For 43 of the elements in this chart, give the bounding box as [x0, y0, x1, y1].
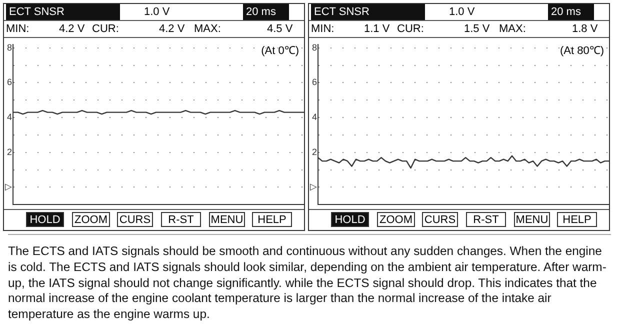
text: 20 ms [548, 4, 594, 20]
text: 1.1 V [364, 22, 390, 37]
annotation: (At 0℃) [261, 44, 299, 57]
y-tick-label: ▷ [310, 182, 317, 192]
text: MIN: [6, 22, 30, 37]
text: MENU [514, 212, 550, 227]
text: CUR: [397, 22, 424, 37]
y-tick-label: 6 [312, 77, 317, 88]
text: MAX: [499, 22, 526, 37]
text: The ECTS and IATS signals should be smooth and continuous without any sudden changes. When the engine is cold. The ECTS and IATS signals should look similar, depending on the ambient air temperature. After warm-up, the IATS signal should not change significantly. while the ECTS signal should drop. This indicates that the normal increase of the engine coolant temperature is larger than the normal increase of the intake air temperature as the engine warms up. [8, 244, 608, 323]
y-tick-label: 8 [312, 42, 317, 52]
text: MAX: [194, 22, 221, 37]
text: 4.5 V [267, 22, 293, 37]
text: 4.2 V [159, 22, 185, 37]
text: 4.2 V [59, 22, 85, 37]
text: HOLD [26, 212, 64, 227]
y-tick-label: 4 [6, 112, 12, 122]
text: 1.0 V [144, 5, 170, 20]
text: ZOOM [72, 212, 110, 227]
text: HELP [252, 212, 292, 227]
text: HOLD [331, 212, 369, 227]
text: CURS [422, 212, 458, 227]
text: HELP [557, 212, 597, 227]
text: 1.5 V [464, 22, 490, 37]
y-tick-label: ▷ [5, 182, 12, 192]
text: CUR: [92, 22, 119, 37]
y-tick-label: 4 [312, 112, 317, 122]
chart-title: ECT SNSR [311, 4, 425, 20]
text: 1.0 V [449, 5, 475, 20]
text: ZOOM [377, 212, 415, 227]
chart-title: ECT SNSR [6, 4, 120, 20]
text: CURS [117, 212, 153, 227]
text: R-ST [161, 212, 201, 227]
annotation: (At 80℃) [560, 44, 604, 57]
y-tick-label: 2 [6, 146, 12, 157]
text: MIN: [311, 22, 334, 37]
text: MENU [209, 212, 245, 227]
text: 1.8 V [572, 22, 598, 37]
text: R-ST [466, 212, 506, 227]
y-tick-label: 6 [6, 77, 12, 88]
y-tick-label: 8 [6, 42, 12, 52]
y-tick-label: 2 [312, 146, 317, 157]
text: 20 ms [243, 4, 289, 20]
